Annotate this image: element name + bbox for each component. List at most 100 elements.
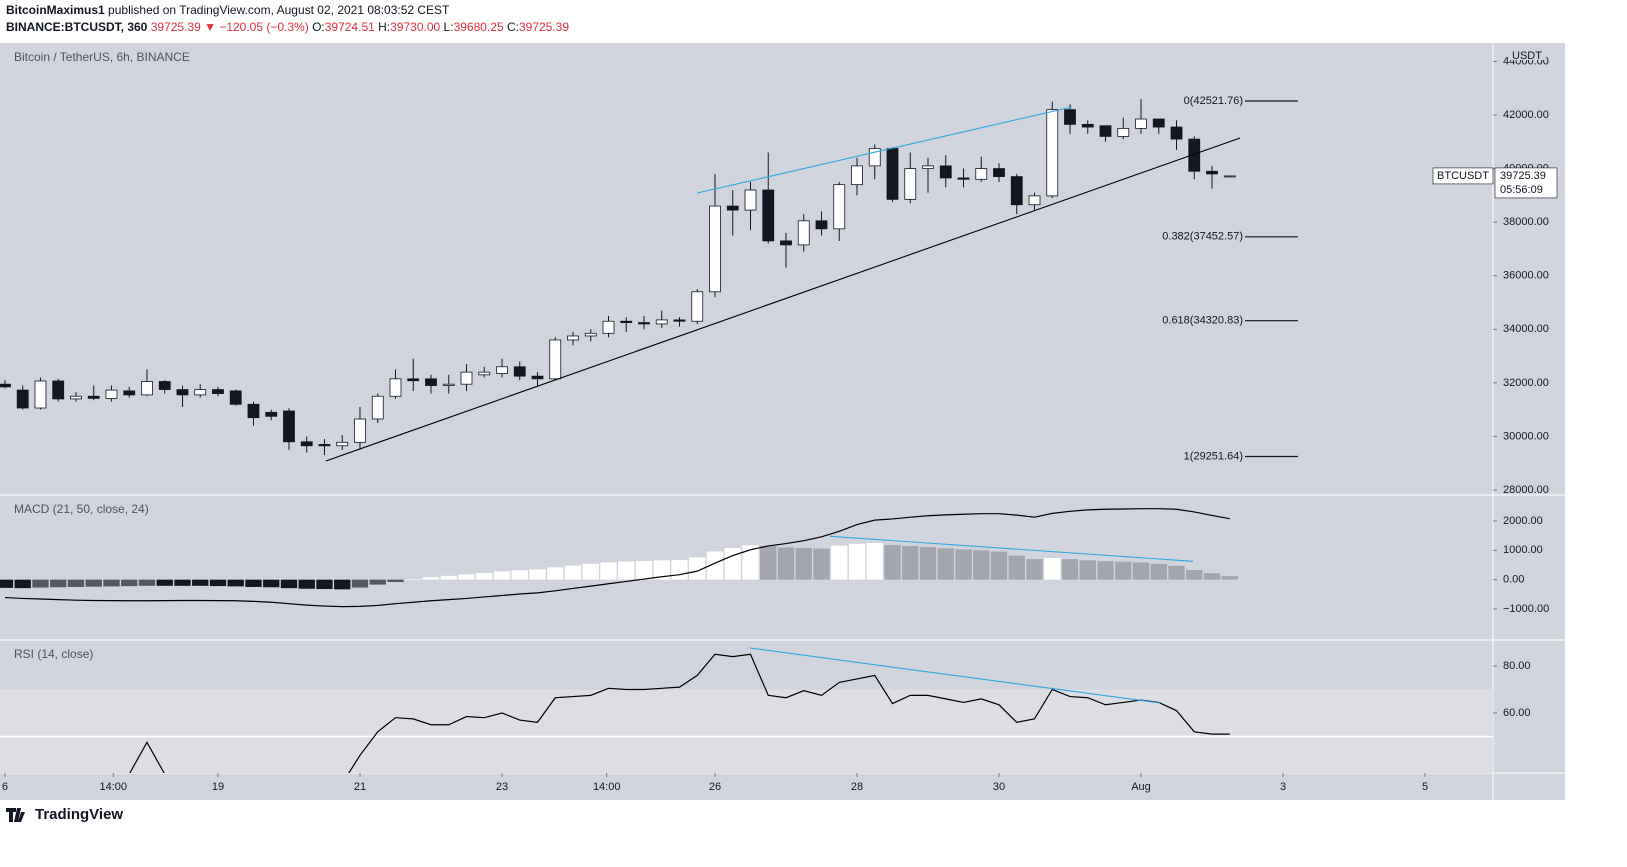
candle-body	[0, 383, 11, 388]
y-tick-label: 28000.00	[1503, 484, 1549, 496]
y-tick-label: −1000.00	[1503, 603, 1549, 615]
candle-body	[762, 189, 775, 242]
candle-body	[34, 380, 47, 409]
y-tick-label: 34000.00	[1503, 323, 1549, 335]
candle-body	[549, 339, 562, 380]
candle-body	[87, 395, 100, 399]
candle-body	[70, 395, 82, 400]
histogram-bar	[902, 545, 919, 580]
candle-body	[1046, 109, 1059, 197]
candle-body	[957, 177, 970, 180]
candle-body	[425, 378, 437, 386]
histogram-bar	[1097, 561, 1114, 580]
histogram-bar	[990, 551, 1008, 580]
x-tick-label: 14:00	[593, 781, 621, 793]
candle-body	[1010, 176, 1023, 206]
change: ▼ −120.05 (−0.3%)	[204, 20, 309, 34]
candle-body	[868, 148, 881, 167]
histogram-bar	[547, 567, 564, 580]
histogram-bar	[1186, 569, 1203, 580]
histogram-bar	[32, 579, 49, 588]
histogram-bar	[848, 543, 866, 580]
fib-label: 0.382(37452.57)	[1162, 231, 1243, 243]
candle-body	[691, 291, 704, 322]
trendline	[829, 535, 1194, 562]
histogram-bar	[1061, 559, 1079, 580]
candle-body	[993, 168, 1005, 178]
x-tick-label: 30	[993, 781, 1005, 793]
candle-body	[1099, 125, 1112, 137]
histogram-bar	[458, 574, 475, 580]
histogram-bar	[493, 571, 511, 580]
candle-body	[1152, 118, 1165, 128]
histogram-bar	[316, 579, 333, 590]
pane-title: Bitcoin / TetherUS, 6h, BINANCE	[14, 50, 190, 64]
y-tick-label: 80.00	[1503, 660, 1531, 672]
candle-body	[247, 403, 260, 419]
candle-body	[886, 148, 899, 200]
histogram-bar	[1026, 559, 1043, 580]
candle-body	[52, 380, 65, 400]
histogram-bar	[973, 550, 990, 580]
candle-body	[655, 319, 668, 325]
histogram-bar	[387, 579, 404, 582]
candle-body	[1206, 170, 1218, 175]
candle-body	[158, 381, 171, 390]
candle-body	[265, 411, 278, 417]
fib-label: 1(29251.64)	[1184, 450, 1243, 462]
histogram-bar	[635, 560, 653, 580]
candle-body	[318, 444, 331, 447]
histogram-bar	[919, 547, 937, 580]
rsi-band	[0, 689, 1493, 773]
y-tick-label: 36000.00	[1503, 270, 1549, 282]
published: published on TradingView.com, August 02,…	[108, 3, 450, 17]
histogram-bar	[103, 579, 120, 587]
candle-body	[300, 441, 313, 447]
candle-body	[904, 168, 917, 200]
candle-body	[726, 205, 739, 211]
candle-body	[673, 319, 686, 322]
x-tick-label: 5	[1422, 781, 1428, 793]
ohlc-value: 39724.51	[324, 20, 375, 34]
histogram-bar	[1203, 573, 1221, 580]
candle-body	[1170, 126, 1183, 140]
candle-body	[567, 335, 579, 341]
candle-body	[389, 378, 402, 397]
histogram-bar	[0, 579, 14, 588]
candle-body	[1223, 175, 1236, 178]
pane	[0, 647, 1493, 773]
price-tag-countdown: 05:56:09	[1500, 184, 1543, 196]
x-tick-label: 6	[2, 781, 8, 793]
histogram-bar	[1132, 562, 1150, 580]
x-tick-label: 23	[496, 781, 508, 793]
histogram-bar	[777, 547, 795, 580]
histogram-bar	[1008, 555, 1025, 580]
brand-name: TradingView	[35, 806, 124, 823]
candle-body	[1135, 118, 1147, 129]
symbol: BINANCE:BTCUSDT, 360	[6, 20, 148, 34]
candle-body	[602, 320, 615, 334]
unit-box	[1510, 48, 1546, 60]
histogram-bar	[209, 579, 227, 587]
histogram-bar	[422, 577, 440, 580]
candle-body	[16, 389, 29, 409]
price-tag-symbol: BTCUSDT	[1437, 170, 1489, 182]
candle-body	[336, 441, 349, 447]
x-tick-label: 26	[709, 781, 721, 793]
y-tick-label: 2000.00	[1503, 515, 1543, 527]
candle-body	[442, 383, 455, 386]
histogram-bar	[1150, 563, 1167, 580]
histogram-bar	[760, 545, 777, 580]
histogram-bar	[121, 579, 138, 587]
histogram-bar	[50, 579, 67, 588]
histogram-bar	[653, 560, 670, 580]
legend-line: BINANCE:BTCUSDT, 360 39725.39 ▼ −120.05 …	[6, 19, 569, 36]
brand: TradingView	[6, 806, 123, 823]
histogram-bar	[706, 551, 724, 580]
histogram-bar	[511, 570, 528, 580]
histogram-bar	[582, 563, 599, 580]
candle-body	[513, 366, 526, 377]
trendline	[325, 137, 1241, 462]
candle-body	[833, 184, 846, 230]
